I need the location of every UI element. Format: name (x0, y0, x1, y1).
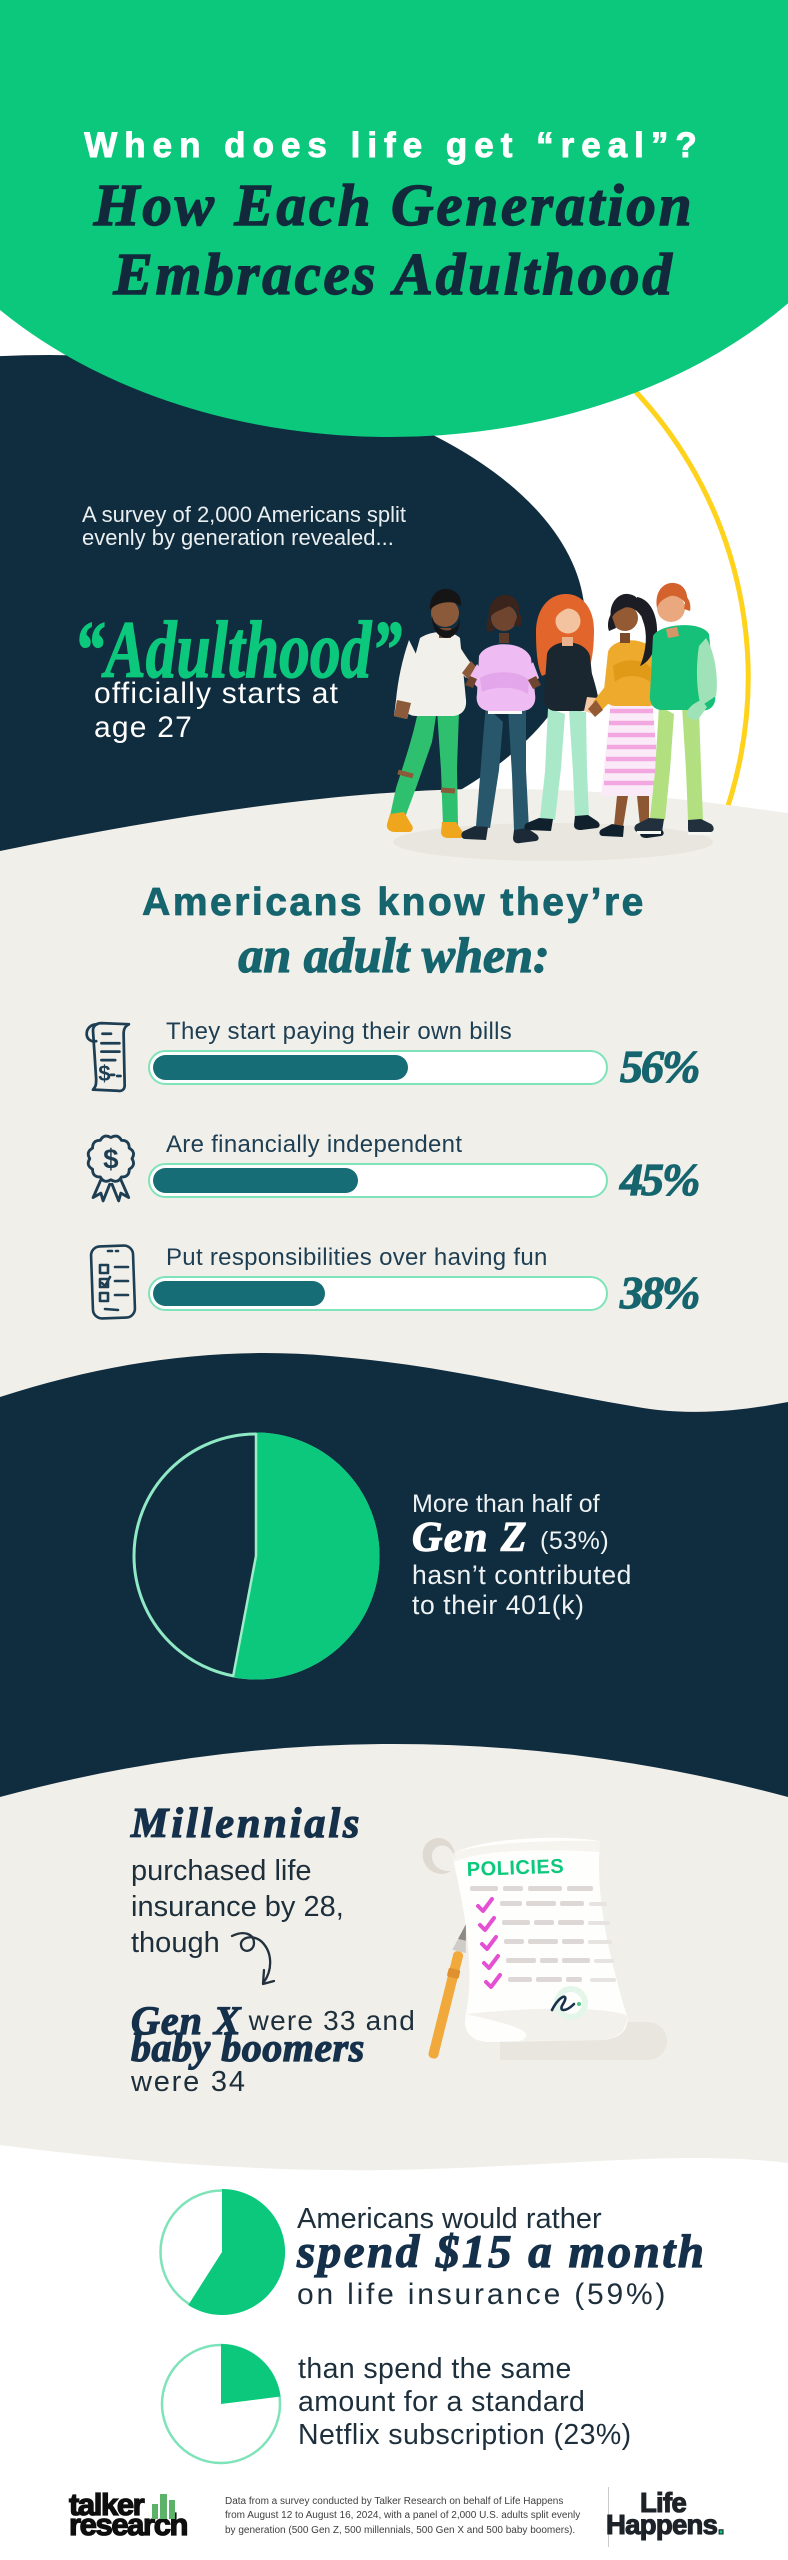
svg-text:$: $ (98, 1061, 111, 1086)
svg-text:$: $ (103, 1144, 119, 1175)
svg-text:POLICIES: POLICIES (466, 1856, 564, 1881)
